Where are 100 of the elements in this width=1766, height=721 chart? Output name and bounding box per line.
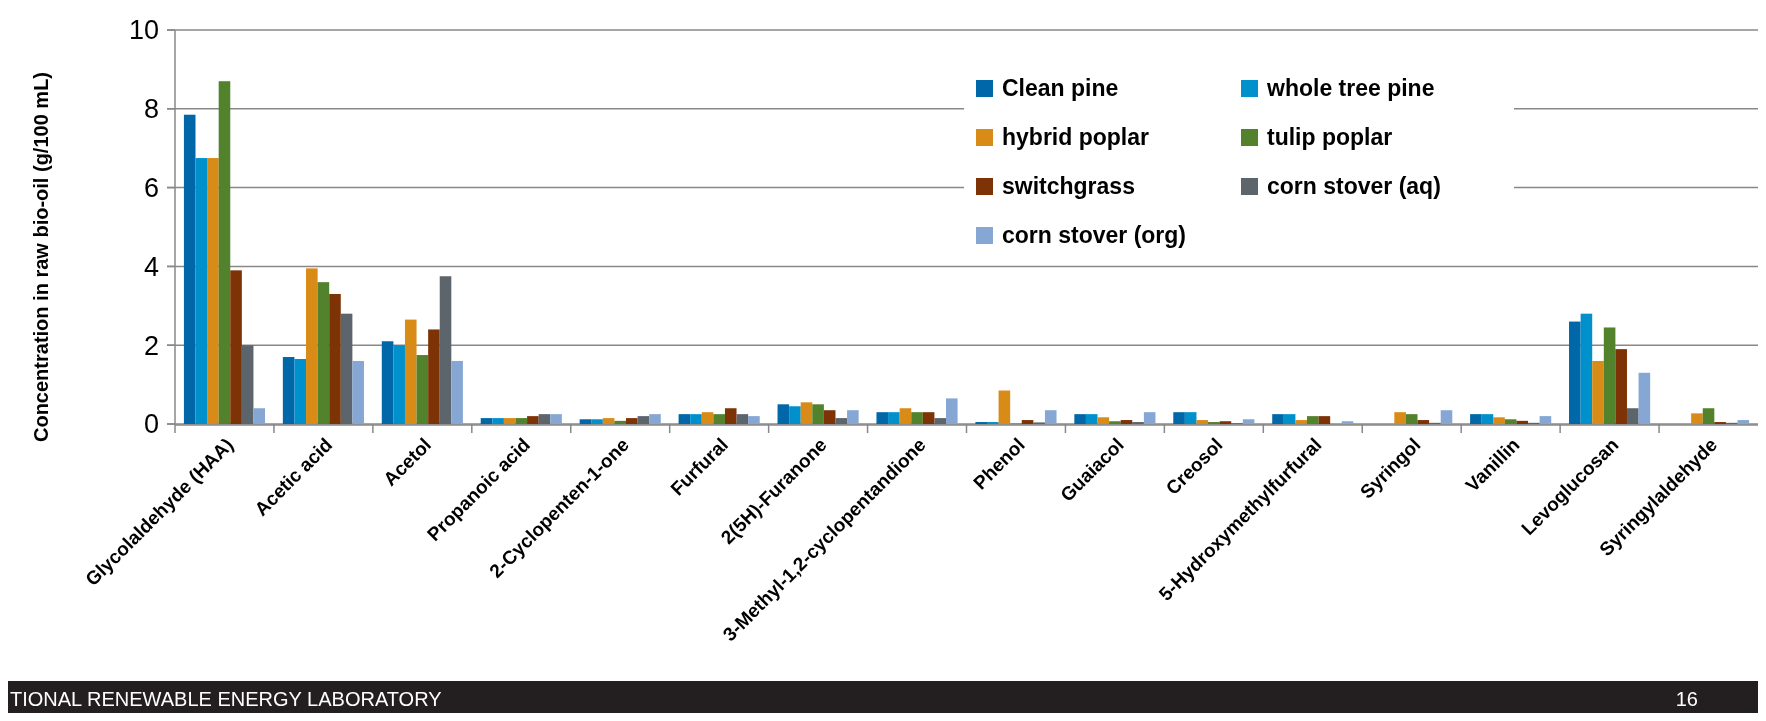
bar — [195, 158, 208, 424]
bar — [1219, 421, 1232, 424]
bar — [899, 408, 912, 424]
bar — [282, 357, 295, 424]
bar — [515, 418, 528, 424]
bar — [439, 276, 452, 424]
y-tick-label: 4 — [143, 251, 159, 282]
bar — [451, 360, 463, 424]
bar — [294, 358, 307, 424]
bar — [381, 341, 394, 424]
y-tick-label: 8 — [143, 94, 159, 125]
legend-label: Clean pine — [1002, 75, 1119, 101]
bar — [922, 412, 935, 424]
bar — [503, 418, 516, 424]
bar — [1626, 408, 1639, 424]
bar — [1638, 372, 1651, 424]
bar — [602, 418, 615, 424]
legend-label: hybrid poplar — [1002, 124, 1149, 150]
bar — [1737, 420, 1750, 424]
legend-label: tulip poplar — [1267, 124, 1393, 150]
y-tick-label: 10 — [128, 15, 159, 46]
text: 16 — [1675, 688, 1698, 710]
bar — [1341, 421, 1354, 424]
bar — [1580, 313, 1593, 424]
bar — [1044, 410, 1057, 424]
bar — [800, 402, 813, 424]
bar — [579, 419, 592, 424]
bar — [1691, 413, 1703, 424]
bar — [253, 408, 266, 424]
y-axis-title: Concentration in raw bio-oil (g/100 mL) — [30, 71, 52, 443]
bar — [218, 81, 231, 424]
bar — [1109, 421, 1121, 424]
bar — [998, 390, 1011, 424]
bar — [241, 345, 254, 424]
bar — [230, 270, 242, 424]
bar — [1394, 412, 1406, 424]
bar — [1097, 417, 1110, 424]
bar — [393, 345, 405, 424]
bar — [404, 319, 417, 424]
bar — [649, 414, 661, 424]
bar — [690, 414, 702, 424]
bar — [1569, 321, 1581, 424]
bar — [480, 418, 493, 424]
bar — [352, 360, 364, 424]
bar — [1196, 420, 1209, 424]
bar — [1306, 416, 1319, 424]
bar — [1184, 412, 1197, 424]
bar — [1143, 412, 1156, 424]
bar — [1021, 420, 1034, 424]
bar — [1440, 410, 1453, 424]
legend-label: switchgrass — [1002, 173, 1135, 199]
bar — [1417, 420, 1430, 424]
bar — [306, 268, 318, 424]
bar — [701, 412, 714, 424]
bar — [911, 412, 923, 424]
y-tick-label: 0 — [143, 409, 159, 440]
bar — [1283, 414, 1296, 424]
bar — [1615, 349, 1627, 424]
bar — [1295, 420, 1307, 424]
legend-label: corn stover (aq) — [1267, 173, 1441, 199]
bar — [1592, 360, 1604, 424]
bar — [946, 398, 958, 424]
bar — [428, 329, 440, 424]
bar — [340, 313, 353, 424]
bar — [1242, 419, 1255, 424]
legend-label: corn stover (org) — [1002, 222, 1187, 248]
bar — [823, 410, 836, 424]
bar — [736, 414, 749, 424]
bar — [1085, 414, 1098, 424]
bar — [847, 410, 859, 424]
bar — [713, 414, 725, 424]
bar — [1120, 420, 1133, 424]
bar — [1318, 416, 1331, 424]
bar — [789, 406, 801, 424]
bar — [1405, 414, 1418, 424]
bar — [637, 416, 650, 424]
bar — [1493, 417, 1505, 424]
bar — [527, 416, 539, 424]
bar — [835, 418, 848, 424]
bar — [1074, 414, 1086, 424]
bar — [1470, 414, 1482, 424]
legend-label: whole tree pine — [1266, 75, 1435, 101]
bar — [1272, 414, 1284, 424]
bar — [329, 293, 341, 424]
bar — [748, 416, 760, 424]
bar — [777, 404, 790, 424]
bar — [1504, 419, 1517, 424]
bar — [678, 414, 691, 424]
bar — [416, 355, 429, 424]
y-tick-label: 2 — [143, 330, 159, 361]
bar — [492, 418, 504, 424]
bar — [317, 282, 330, 424]
bar — [1481, 414, 1494, 424]
bar — [812, 404, 824, 424]
bar — [538, 414, 551, 424]
bar — [626, 418, 638, 424]
bar — [207, 158, 219, 424]
bar — [1516, 420, 1529, 424]
bar — [550, 414, 562, 424]
y-tick-label: 6 — [143, 173, 159, 204]
